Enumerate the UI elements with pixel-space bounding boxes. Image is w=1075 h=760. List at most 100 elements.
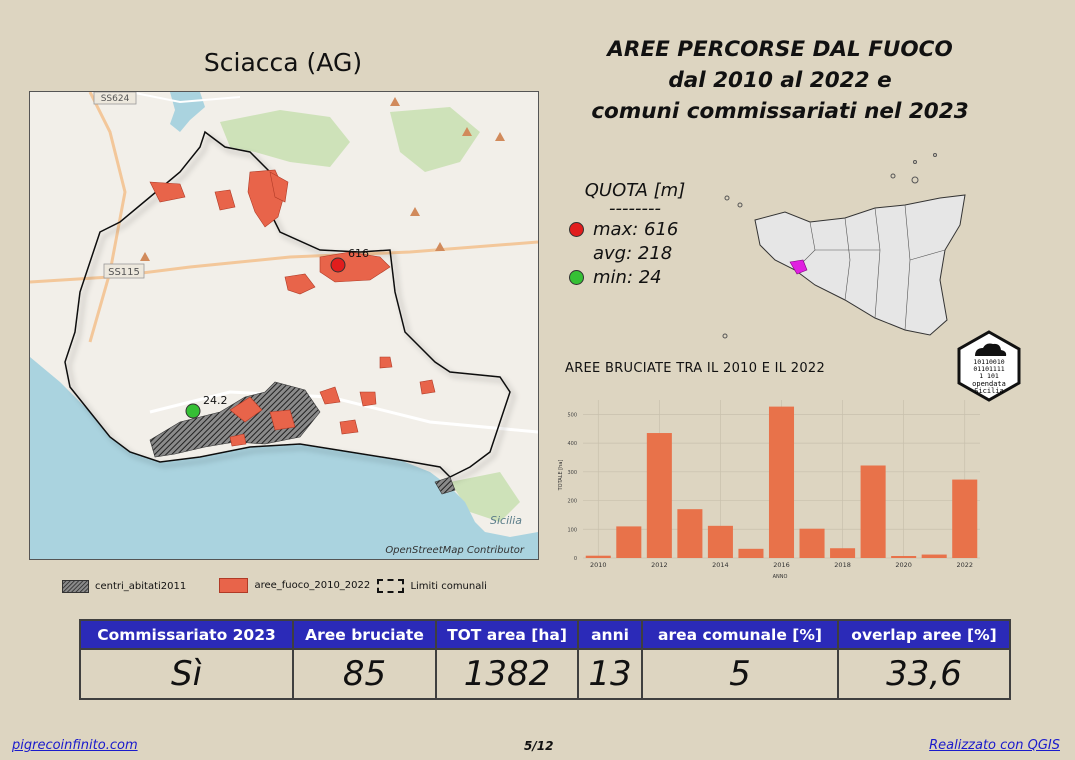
sciacca-highlight <box>789 259 808 275</box>
y-tick-label: 400 <box>567 441 577 447</box>
chart-bar-2013[interactable] <box>677 509 703 558</box>
chart-x-label: ANNO <box>773 574 788 580</box>
footer-link-site[interactable]: pigrecoinfinito.com <box>12 738 138 753</box>
forest-area <box>220 110 350 167</box>
table-cell: 85 <box>292 648 437 700</box>
quota-avg-row: avg: 218 <box>560 241 710 265</box>
y-tick-label: 300 <box>567 470 577 476</box>
chart-x-ticks: 2010 2012 2014 2016 2018 2020 2022 <box>590 561 973 569</box>
y-tick-label: 0 <box>574 556 577 562</box>
urban-area <box>434 476 456 495</box>
legend-label: Limiti comunali <box>410 580 487 592</box>
map-svg: SS624 SS115 Sicilia <box>30 92 538 559</box>
min-elevation-label: 24.2 <box>203 394 228 407</box>
urban-area <box>149 381 321 458</box>
min-elevation-dot[interactable] <box>185 403 201 419</box>
y-tick-label: 500 <box>567 412 577 418</box>
table-cell: 13 <box>577 648 643 700</box>
main-title-line1: AREE PERCORSE DAL FUOCO <box>607 37 953 62</box>
main-title-line3: comuni commissariati nel 2023 <box>591 99 969 124</box>
table-header: Aree bruciate <box>292 619 437 650</box>
comune-title: Sciacca (AG) <box>203 48 363 77</box>
chart-bar-2010[interactable] <box>585 555 611 558</box>
road <box>30 240 538 284</box>
main-title-line2: dal 2010 al 2022 e <box>668 68 892 93</box>
legend-item-fire: aree_fuoco_2010_2022 <box>219 578 370 593</box>
table-cell: 1382 <box>435 648 579 700</box>
legend-label: aree_fuoco_2010_2022 <box>254 580 371 591</box>
quota-header: QUOTA [m] <box>584 180 686 201</box>
quota-box: QUOTA [m] -------- max: 616 avg: 218 min… <box>560 180 710 289</box>
main-title: AREE PERCORSE DAL FUOCO dal 2010 al 2022… <box>560 34 1000 127</box>
chart-bar-2020[interactable] <box>891 555 917 558</box>
table-header: TOT area [ha] <box>435 619 579 650</box>
logo-bits: 1 101 <box>979 372 999 380</box>
chart-bar-2021[interactable] <box>921 554 947 558</box>
chart-bar-2017[interactable] <box>799 528 825 558</box>
chart-bar-2018[interactable] <box>830 548 856 558</box>
chart-bar-2014[interactable] <box>707 525 733 558</box>
legend-item-urban: centri_abitati2011 <box>62 580 186 593</box>
chart-bar-2022[interactable] <box>952 479 978 558</box>
chart-bar-2016[interactable] <box>768 406 795 558</box>
dashed-box-icon <box>377 579 405 593</box>
forest-area <box>450 472 520 522</box>
chart-bar-2015[interactable] <box>738 548 764 558</box>
chart-bar-2019[interactable] <box>860 465 886 558</box>
logo-bits: 01101111 <box>973 365 1004 373</box>
table-header: anni <box>577 619 643 650</box>
y-tick-label: 200 <box>567 499 577 505</box>
page-number: 5/12 <box>524 739 554 753</box>
chart-bar-2012[interactable] <box>646 433 672 558</box>
sicily-shape <box>754 194 966 336</box>
sicily-inset-map <box>722 153 966 339</box>
road-label: Sicilia <box>490 514 522 527</box>
orange-swatch-icon <box>219 578 249 593</box>
municipal-boundary <box>64 130 511 478</box>
y-tick-label: 100 <box>567 527 577 533</box>
x-tick-label: 2016 <box>773 561 790 569</box>
footer-link-qgis[interactable]: Realizzato con QGIS <box>929 738 1060 753</box>
quota-separator: -------- <box>609 198 661 219</box>
chart-y-label: TOTALE [ha] <box>558 460 564 492</box>
quota-min: min: 24 <box>593 266 662 288</box>
x-tick-label: 2014 <box>712 561 729 569</box>
x-tick-label: 2020 <box>895 561 912 569</box>
green-dot-icon <box>569 269 584 285</box>
quota-avg: avg: 218 <box>593 242 673 264</box>
chart-title: AREE BRUCIATE TRA IL 2010 E IL 2022 <box>565 361 826 376</box>
peak-markers <box>140 97 505 261</box>
hatched-swatch-icon <box>62 580 89 593</box>
red-dot-icon <box>569 221 584 237</box>
road-label: SS624 <box>101 94 130 104</box>
table-cell: Sì <box>79 648 294 700</box>
max-elevation-dot[interactable] <box>330 257 346 273</box>
x-tick-label: 2010 <box>590 561 607 569</box>
osm-credit: OpenStreetMap Contributor <box>385 545 524 556</box>
chart-bar-2011[interactable] <box>616 526 642 558</box>
map-frame[interactable]: SS624 SS115 Sicilia <box>29 91 539 560</box>
chart-bars <box>585 406 978 558</box>
legend-label: centri_abitati2011 <box>95 581 187 592</box>
table-cell: 33,6 <box>837 648 1011 700</box>
x-tick-label: 2022 <box>956 561 973 569</box>
bar-chart: 0 100 200 300 400 500 2010 2012 2014 2016 2018 202… <box>558 400 980 580</box>
chart-y-ticks: 0 100 200 300 400 500 <box>567 412 577 562</box>
road <box>88 92 127 343</box>
table-header: Commissariato 2023 <box>79 619 294 650</box>
table-header: overlap aree [%] <box>837 619 1011 650</box>
opendata-sicilia-logo: 10110010 01101111 1 101 opendata Sicilia <box>957 330 1021 402</box>
quota-min-row: min: 24 <box>560 265 710 289</box>
sea <box>30 357 538 559</box>
quota-max-row: max: 616 <box>560 217 710 241</box>
logo-bits: 10110010 <box>973 358 1004 366</box>
table-header: area comunale [%] <box>641 619 839 650</box>
stats-table: Commissariato 2023 Aree bruciate TOT are… <box>79 619 1011 700</box>
road <box>129 92 241 104</box>
legend-item-boundary: Limiti comunali <box>377 579 487 593</box>
quota-max: max: 616 <box>593 218 679 240</box>
x-tick-label: 2018 <box>834 561 851 569</box>
map-legend: centri_abitati2011 aree_fuoco_2010_2022 … <box>62 578 517 596</box>
road-label: SS115 <box>108 267 140 278</box>
x-tick-label: 2012 <box>651 561 668 569</box>
